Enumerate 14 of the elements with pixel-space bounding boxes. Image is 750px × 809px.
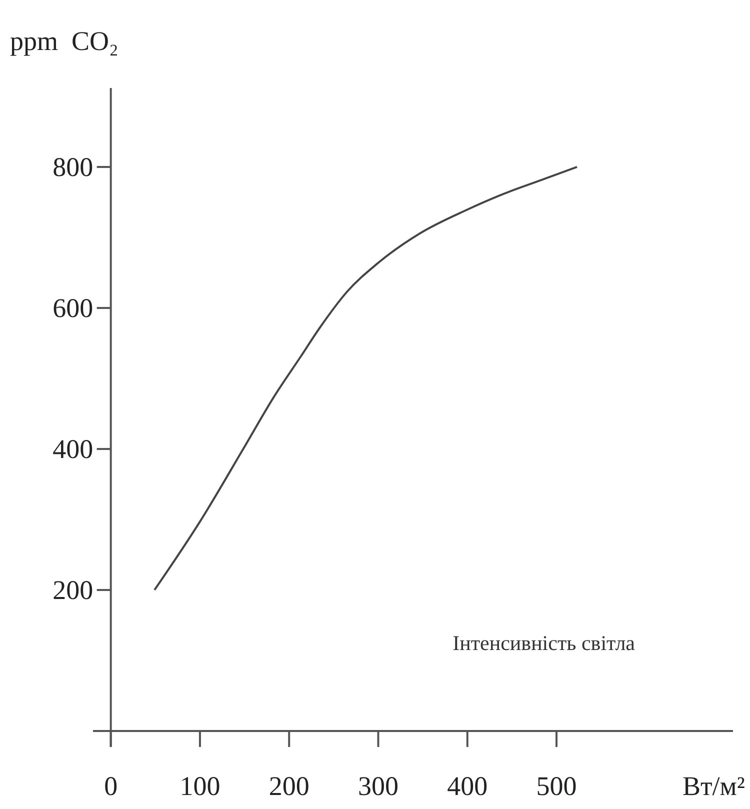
line-series <box>154 166 578 591</box>
x-tick-label: 400 <box>447 771 488 801</box>
x-tick-label: 200 <box>268 771 310 801</box>
x-tick-label: 500 <box>536 771 577 801</box>
y-tick-label: 400 <box>52 434 94 464</box>
x-tick-label: 300 <box>358 771 398 801</box>
y-tick-label: 600 <box>52 292 94 323</box>
y-tick-label: 200 <box>52 574 94 605</box>
x-tick-label: 0 <box>104 771 118 801</box>
y-tick-label: 800 <box>52 152 94 182</box>
annotation: Інтенсивність світла <box>452 631 636 655</box>
x-tick-label: 100 <box>180 771 220 801</box>
y-axis-title: ppm CO₂ <box>10 26 118 56</box>
x-axis-title: Вт/м² <box>682 771 745 801</box>
